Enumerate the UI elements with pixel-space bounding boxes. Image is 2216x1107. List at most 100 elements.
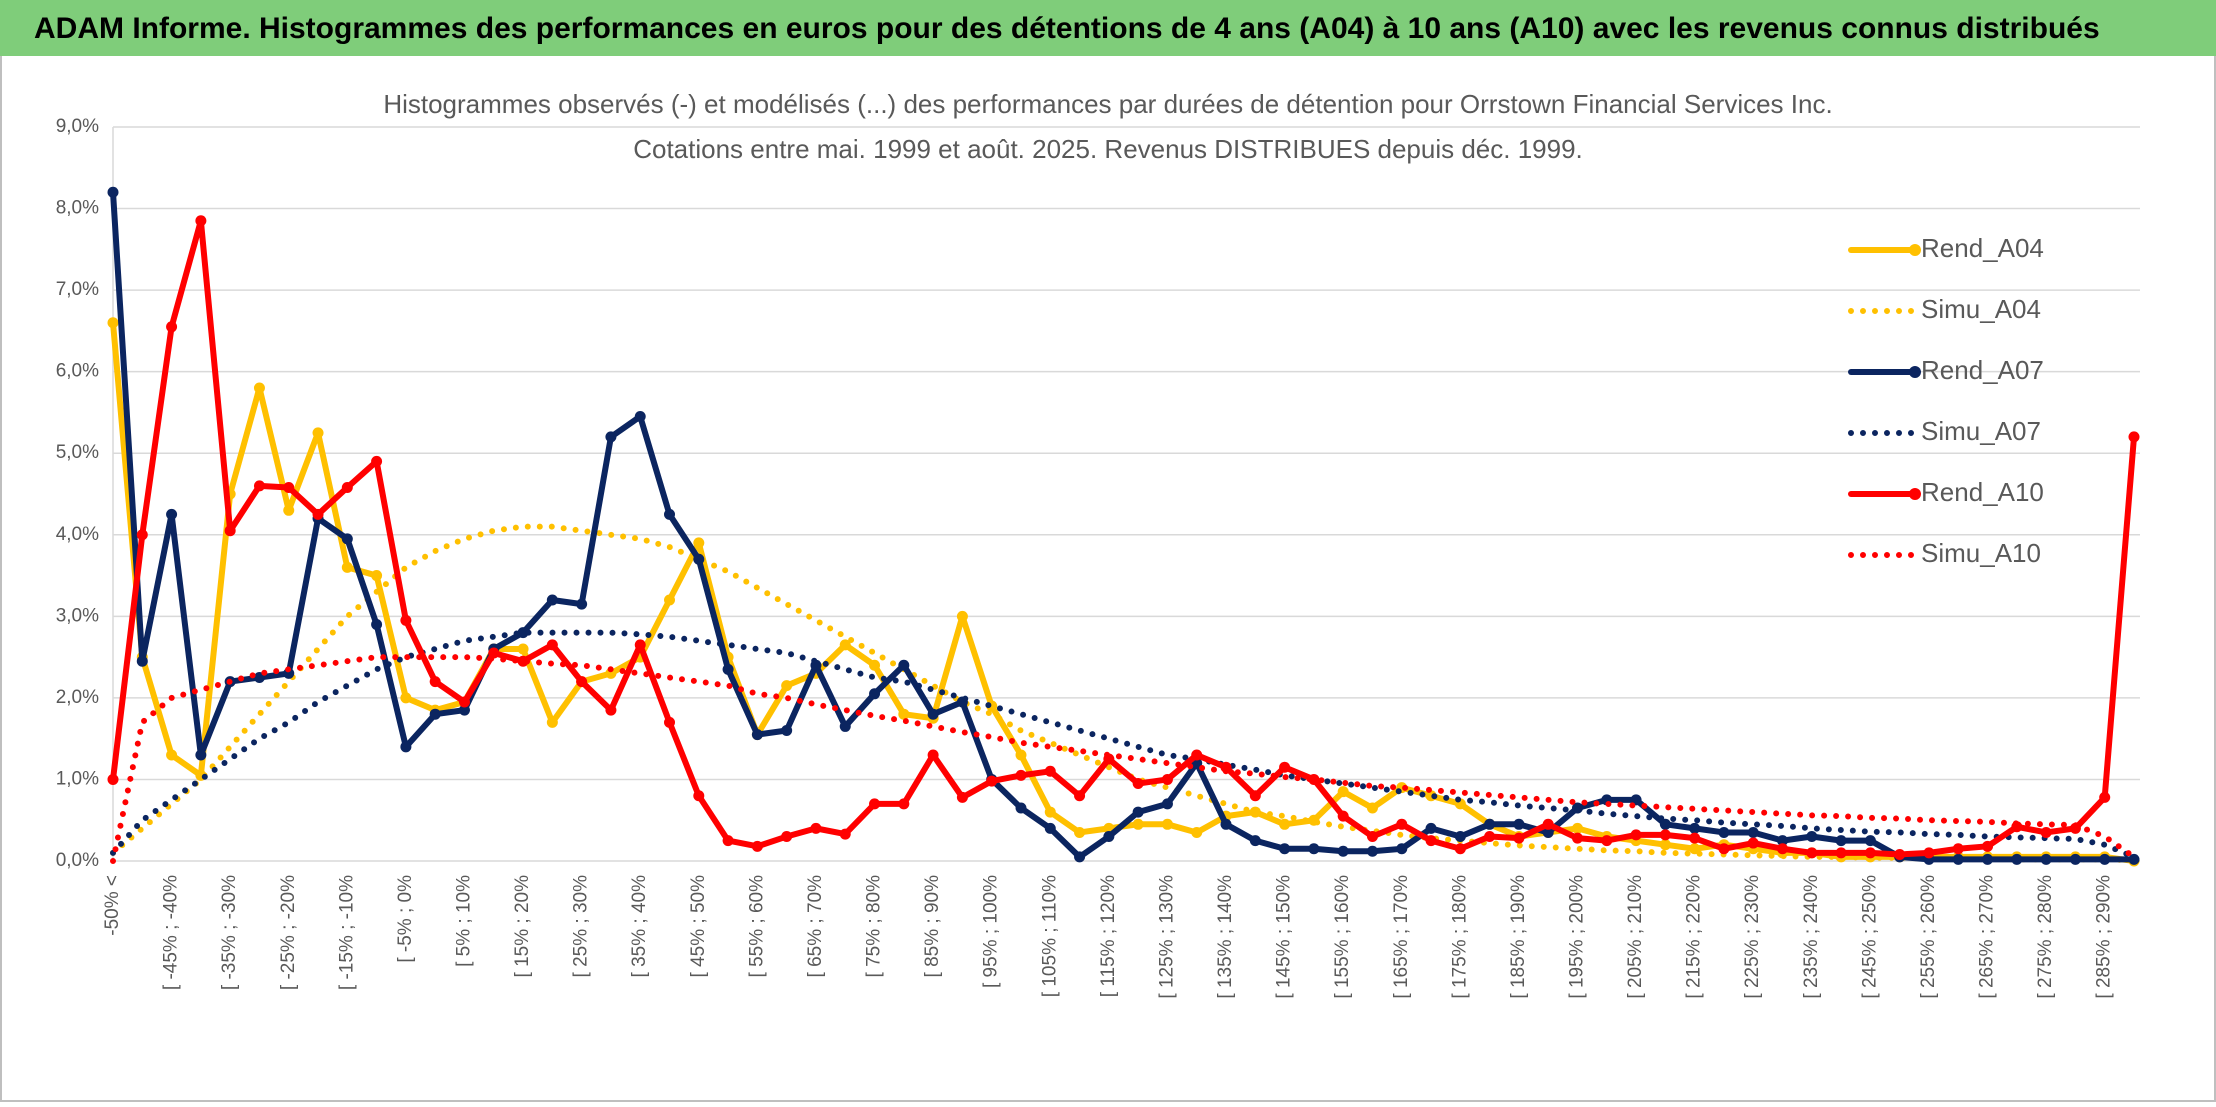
point [1835,835,1847,847]
point [1396,818,1408,830]
point [1601,835,1613,847]
point [1484,831,1496,843]
point [869,798,881,810]
point [371,618,383,630]
point [1747,837,1759,849]
point [1982,840,1994,852]
header-bar [0,0,2216,56]
point [1425,822,1437,834]
point [839,639,851,651]
point [429,708,441,720]
point [722,663,734,675]
point [956,791,968,803]
point [1806,847,1818,859]
point [1835,847,1847,859]
x-tick-label: [ 55% ; 60% [746,875,767,978]
point [341,561,353,573]
x-tick-label: [ 145% ; 150% [1274,875,1295,999]
point [1220,818,1232,830]
point [576,676,588,688]
legend-label: Simu_A10 [1921,538,2041,568]
point [781,725,793,737]
point [371,570,383,582]
point [400,741,412,753]
point [1366,831,1378,843]
x-tick-label: [ 5% ; 10% [453,875,474,967]
point [1132,806,1144,818]
point [195,215,207,227]
legend-marker [1909,488,1921,500]
point [166,321,178,333]
point [283,504,295,516]
point [1074,851,1086,863]
point [1015,769,1027,781]
point [898,708,910,720]
point [312,427,324,439]
point [312,508,324,520]
point [2099,853,2111,865]
point [1396,843,1408,855]
legend-label: Rend_A07 [1921,355,2044,385]
point [839,828,851,840]
point [1982,853,1994,865]
point [253,382,265,394]
point [1571,822,1583,834]
legend-marker [1909,366,1921,378]
point [1191,749,1203,761]
point [1249,835,1261,847]
x-tick-label: [ 25% ; 30% [571,875,592,978]
point [1718,843,1730,855]
point [195,749,207,761]
point [693,553,705,565]
y-tick-label: 5,0% [56,442,99,463]
x-tick-label: [ 195% ; 200% [1567,875,1588,999]
x-tick-label: [ 165% ; 170% [1391,875,1412,999]
y-tick-label: 3,0% [56,605,99,626]
point [1103,831,1115,843]
point [1689,822,1701,834]
point [458,696,470,708]
legend-label: Simu_A04 [1921,294,2041,324]
point [1542,826,1554,838]
point [1337,786,1349,798]
x-tick-label: [ -5% ; 0% [395,875,416,963]
x-tick-label: [ 275% ; 280% [2035,875,2056,999]
x-tick-label: [ 95% ; 100% [981,875,1002,988]
x-tick-label: [ 75% ; 80% [864,875,885,978]
point [1513,818,1525,830]
point [634,639,646,651]
point [283,481,295,493]
point [1513,832,1525,844]
y-tick-label: 9,0% [56,116,99,137]
point [1777,843,1789,855]
point [898,659,910,671]
point [1484,818,1496,830]
point [1337,845,1349,857]
point [1864,847,1876,859]
point [253,480,265,492]
point [107,186,119,198]
x-tick-label: [ 45% ; 50% [688,875,709,978]
point [1132,778,1144,790]
x-tick-label: [ 155% ; 160% [1332,875,1353,999]
point [1806,831,1818,843]
point [166,508,178,520]
point [781,831,793,843]
point [927,708,939,720]
series-line [110,654,2137,864]
chart-subtitle: Cotations entre mai. 1999 et août. 2025.… [633,134,1583,164]
legend-label: Rend_A10 [1921,477,2044,507]
y-tick-label: 4,0% [56,524,99,545]
point [1689,843,1701,855]
point [400,692,412,704]
x-tick-label: [ 125% ; 130% [1156,875,1177,999]
point [1279,761,1291,773]
point [224,525,236,537]
point [1454,843,1466,855]
point [751,729,763,741]
point [517,627,529,639]
x-tick-label: [ 285% ; 290% [2094,875,2115,999]
point [722,835,734,847]
point [341,533,353,545]
